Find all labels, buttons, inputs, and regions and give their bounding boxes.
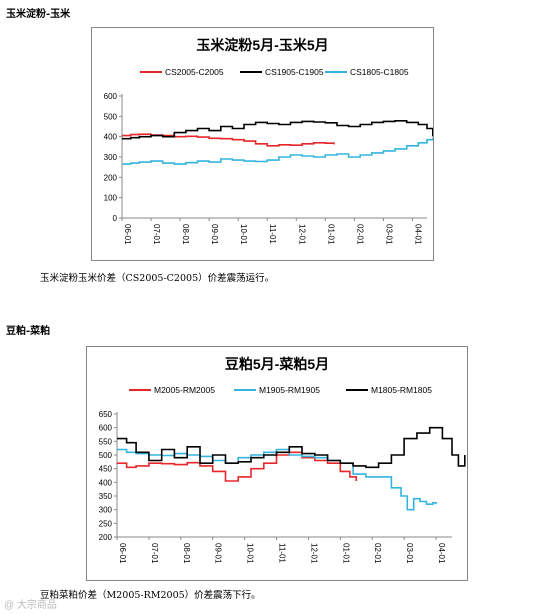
chart-corn-starch-box: 玉米淀粉5月-玉米5月 CS2005-C2005 CS1905-C1905 CS180… — [91, 27, 438, 261]
x-tick-label-6: 12-01 — [309, 543, 318, 564]
x-tick-label-0: 06-01 — [123, 224, 132, 245]
y-tick-label-1: 100 — [104, 194, 118, 203]
x-tick-label-10: 04-01 — [413, 224, 422, 245]
x-tick-label-7: 01-01 — [326, 224, 335, 245]
series-line-2 — [122, 116, 437, 165]
legend-label-1: M1905-RM1905 — [259, 385, 320, 395]
y-tick-label-5: 450 — [99, 465, 113, 474]
y-tick-label-9: 650 — [99, 410, 113, 419]
x-tick-label-1: 07-01 — [152, 224, 161, 245]
section2-heading: 豆粕-菜粕 — [6, 326, 51, 337]
x-tick-label-5: 11-01 — [278, 543, 287, 563]
series-line-0 — [117, 451, 358, 482]
x-tick-label-0: 06-01 — [118, 543, 127, 564]
y-tick-label-1: 250 — [99, 519, 113, 528]
chart-soymeal-rapeseed: 豆粕5月-菜粕5月 M2005-RM2005 M1905-RM1905 M1805-R… — [99, 356, 466, 564]
y-tick-label-3: 300 — [104, 153, 118, 162]
chart-title: 豆粕5月-菜粕5月 — [225, 356, 329, 372]
chart-corn-starch: 玉米淀粉5月-玉米5月 CS2005-C2005 CS1905-C1905 CS180… — [104, 37, 438, 245]
y-tick-label-2: 200 — [104, 173, 118, 182]
chart-title: 玉米淀粉5月-玉米5月 — [196, 37, 328, 53]
watermark-text: @ 大宗商品 — [4, 600, 57, 611]
legend-label-0: M2005-RM2005 — [154, 385, 215, 395]
legend-label-0: CS2005-C2005 — [165, 67, 224, 77]
y-tick-label-3: 350 — [99, 492, 113, 501]
x-tick-label-2: 08-01 — [181, 224, 190, 245]
y-tick-label-6: 500 — [99, 451, 113, 460]
y-tick-label-6: 600 — [104, 92, 118, 101]
x-tick-label-9: 03-01 — [384, 224, 393, 245]
y-tick-label-2: 300 — [99, 506, 113, 515]
x-tick-label-1: 07-01 — [150, 543, 159, 564]
series-line-2 — [117, 426, 466, 469]
x-tick-label-9: 03-01 — [405, 543, 414, 564]
section2-caption: 豆粕菜粕价差（M2005-RM2005）价差震荡下行。 — [40, 590, 261, 601]
x-tick-label-7: 01-01 — [341, 543, 350, 564]
x-tick-label-3: 09-01 — [214, 543, 223, 564]
x-tick-label-4: 10-01 — [239, 224, 248, 245]
x-tick-label-8: 02-01 — [355, 224, 364, 245]
section1-heading: 玉米淀粉-玉米 — [6, 9, 71, 20]
section1-caption: 玉米淀粉玉米价差（CS2005-C2005）价差震荡运行。 — [40, 273, 275, 284]
legend-label-1: CS1905-C1905 — [265, 67, 324, 77]
y-tick-label-5: 500 — [104, 112, 118, 121]
y-tick-label-0: 0 — [113, 214, 118, 223]
y-tick-label-4: 400 — [104, 133, 118, 142]
series-line-1 — [122, 120, 438, 140]
x-tick-label-2: 08-01 — [182, 543, 191, 564]
x-tick-label-6: 12-01 — [297, 224, 306, 245]
y-tick-label-4: 400 — [99, 478, 113, 487]
y-tick-label-8: 600 — [99, 424, 113, 433]
x-tick-label-10: 04-01 — [437, 543, 446, 564]
y-tick-label-0: 200 — [99, 533, 113, 542]
x-tick-label-4: 10-01 — [246, 543, 255, 564]
legend-label-2: CS1805-C1805 — [350, 67, 409, 77]
chart-meal-box: 豆粕5月-菜粕5月 M2005-RM2005 M1905-RM1905 M1805-R… — [86, 346, 468, 581]
y-tick-label-7: 550 — [99, 437, 113, 446]
x-tick-label-5: 11-01 — [268, 224, 277, 244]
x-tick-label-3: 09-01 — [210, 224, 219, 245]
legend-label-2: M1805-RM1805 — [371, 385, 432, 395]
x-tick-label-8: 02-01 — [373, 543, 382, 564]
